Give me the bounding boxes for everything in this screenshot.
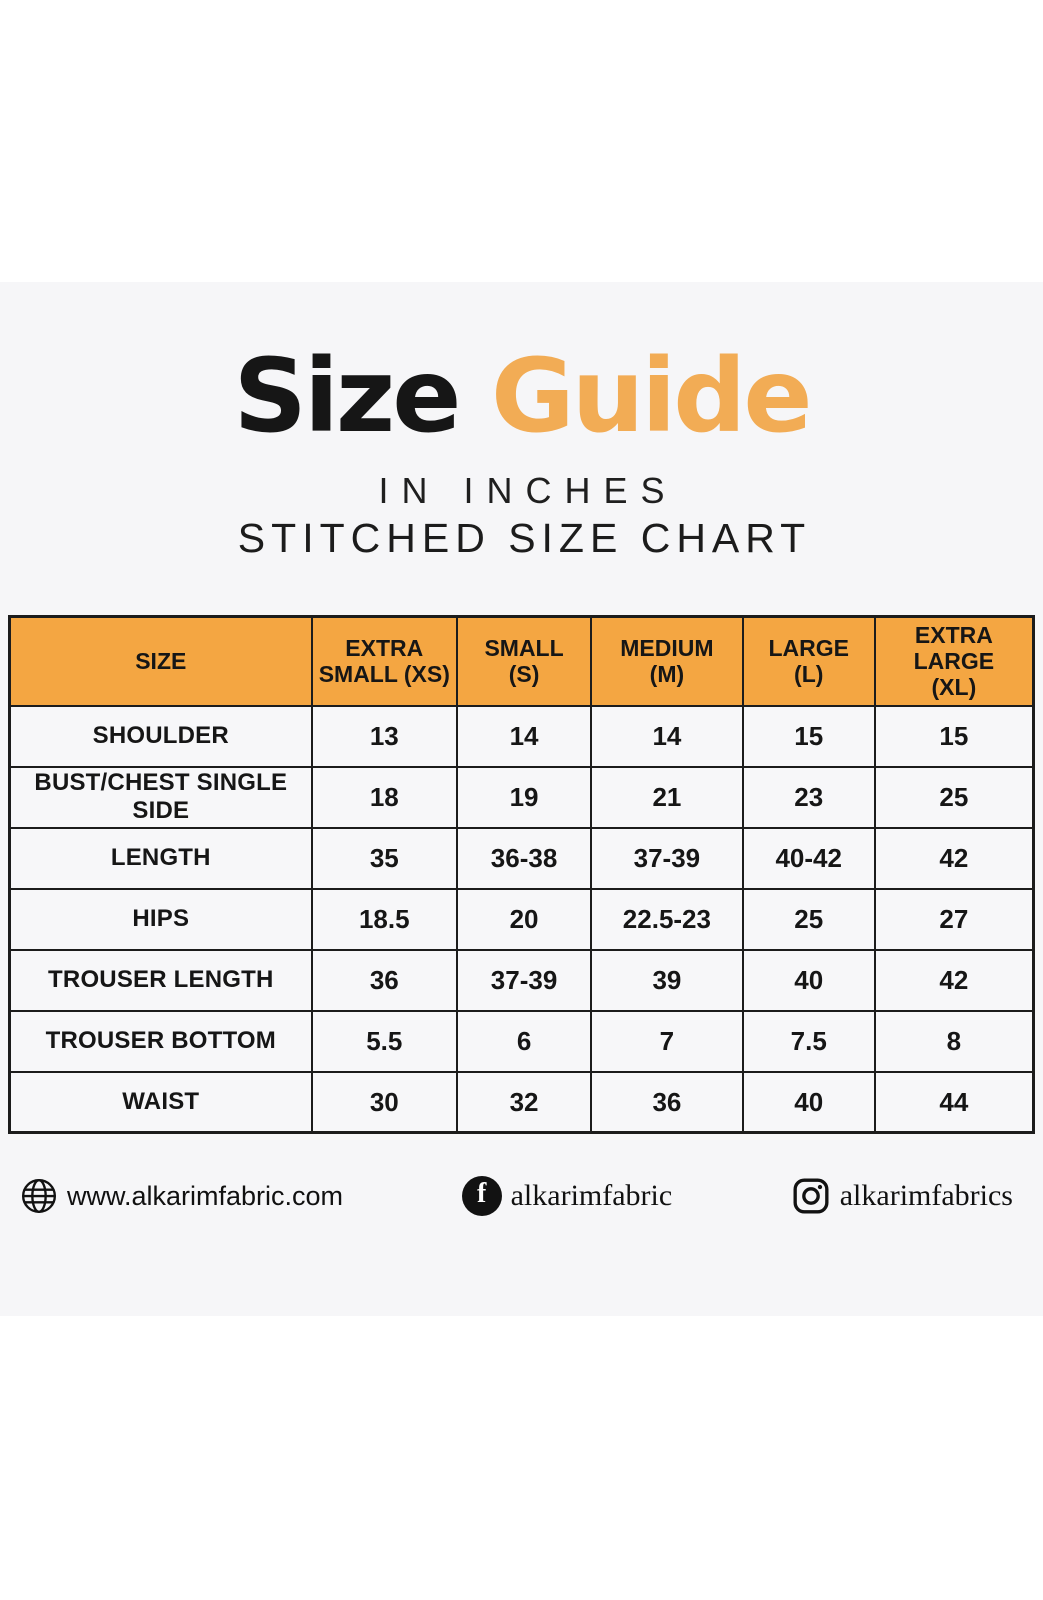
value-cell: 6 [455, 1009, 593, 1073]
title-word-size: Size [233, 337, 462, 456]
value-cell: 36-38 [455, 826, 593, 890]
column-header-s: SMALL (S) [455, 615, 593, 707]
value-cell: 39 [590, 948, 744, 1012]
value-cell: 36 [310, 948, 458, 1012]
subtitle-in-inches: IN INCHES [378, 470, 678, 511]
website-url: www.alkarimfabric.com [67, 1180, 344, 1211]
value-cell: 37-39 [455, 948, 593, 1012]
row-label-cell: TROUSER LENGTH [8, 948, 313, 1012]
table-row-shoulder: SHOULDER 13 14 14 15 15 [8, 704, 1035, 768]
value-cell: 15 [873, 704, 1035, 768]
value-cell: 35 [310, 826, 458, 890]
value-cell: 42 [873, 948, 1035, 1012]
subtitle-stitched-size-chart: STITCHED SIZE CHART [237, 515, 812, 562]
value-cell: 25 [873, 765, 1035, 829]
instagram-icon [791, 1176, 831, 1216]
value-cell: 44 [873, 1070, 1035, 1134]
column-header-size: SIZE [8, 615, 313, 707]
value-cell: 40 [741, 948, 876, 1012]
value-cell: 40 [741, 1070, 876, 1134]
footer: www.alkarimfabric.com f alkarimfabric al… [0, 1176, 1043, 1217]
row-label-cell: BUST/CHEST SINGLE SIDE [8, 765, 313, 829]
column-header-xl: EXTRA LARGE (XL) [873, 615, 1035, 707]
value-cell: 7 [590, 1009, 744, 1073]
title-word-guide: Guide [491, 337, 812, 456]
value-cell: 7.5 [741, 1009, 876, 1073]
top-whitespace [0, 0, 1043, 282]
value-cell: 13 [310, 704, 458, 768]
table-row-bust-chest: BUST/CHEST SINGLE SIDE 18 19 21 23 25 [8, 765, 1035, 829]
value-cell: 42 [873, 826, 1035, 890]
value-cell: 5.5 [310, 1009, 458, 1073]
table-row-hips: HIPS 18.5 20 22.5-23 25 27 [8, 887, 1035, 951]
table-row-length: LENGTH 35 36-38 37-39 40-42 42 [8, 826, 1035, 890]
value-cell: 18 [310, 765, 458, 829]
table-row-trouser-length: TROUSER LENGTH 36 37-39 39 40 42 [8, 948, 1035, 1012]
value-cell: 36 [590, 1070, 744, 1134]
table-row-trouser-bottom: TROUSER BOTTOM 5.5 6 7 7.5 8 [8, 1009, 1035, 1073]
instagram-handle: alkarimfabrics [839, 1179, 1013, 1213]
value-cell: 32 [455, 1070, 593, 1134]
value-cell: 37-39 [590, 826, 744, 890]
value-cell: 27 [873, 887, 1035, 951]
row-label-cell: HIPS [8, 887, 313, 951]
value-cell: 8 [873, 1009, 1035, 1073]
value-cell: 23 [741, 765, 876, 829]
value-cell: 20 [455, 887, 593, 951]
value-cell: 40-42 [741, 826, 876, 890]
table-row-waist: WAIST 30 32 36 40 44 [8, 1070, 1035, 1134]
content-band: Size Guide IN INCHES STITCHED SIZE CHART… [0, 282, 1043, 1316]
size-chart-table: SIZE EXTRA SMALL (XS) SMALL (S) MEDIUM (M) … [8, 614, 1035, 1135]
value-cell: 15 [741, 704, 876, 768]
column-header-xs: EXTRA SMALL (XS) [310, 615, 458, 707]
footer-website: www.alkarimfabric.com [20, 1177, 343, 1215]
row-label-cell: SHOULDER [8, 704, 313, 768]
column-header-m: MEDIUM (M) [590, 615, 744, 707]
footer-instagram: alkarimfabrics [791, 1176, 1013, 1216]
table-header-row: SIZE EXTRA SMALL (XS) SMALL (S) MEDIUM (M) … [8, 615, 1035, 707]
value-cell: 19 [455, 765, 593, 829]
value-cell: 14 [455, 704, 593, 768]
value-cell: 22.5-23 [590, 887, 744, 951]
column-header-l: LARGE (L) [741, 615, 876, 707]
value-cell: 14 [590, 704, 744, 768]
footer-facebook: f alkarimfabric [461, 1176, 673, 1217]
row-label-cell: LENGTH [8, 826, 313, 890]
globe-icon [20, 1177, 58, 1215]
value-cell: 25 [741, 887, 876, 951]
value-cell: 30 [310, 1070, 458, 1134]
facebook-icon: f [461, 1176, 502, 1217]
row-label-cell: WAIST [8, 1070, 313, 1134]
page-title: Size Guide [0, 346, 1043, 448]
row-label-cell: TROUSER BOTTOM [8, 1009, 313, 1073]
value-cell: 21 [590, 765, 744, 829]
facebook-handle: alkarimfabric [510, 1179, 673, 1213]
value-cell: 18.5 [310, 887, 458, 951]
